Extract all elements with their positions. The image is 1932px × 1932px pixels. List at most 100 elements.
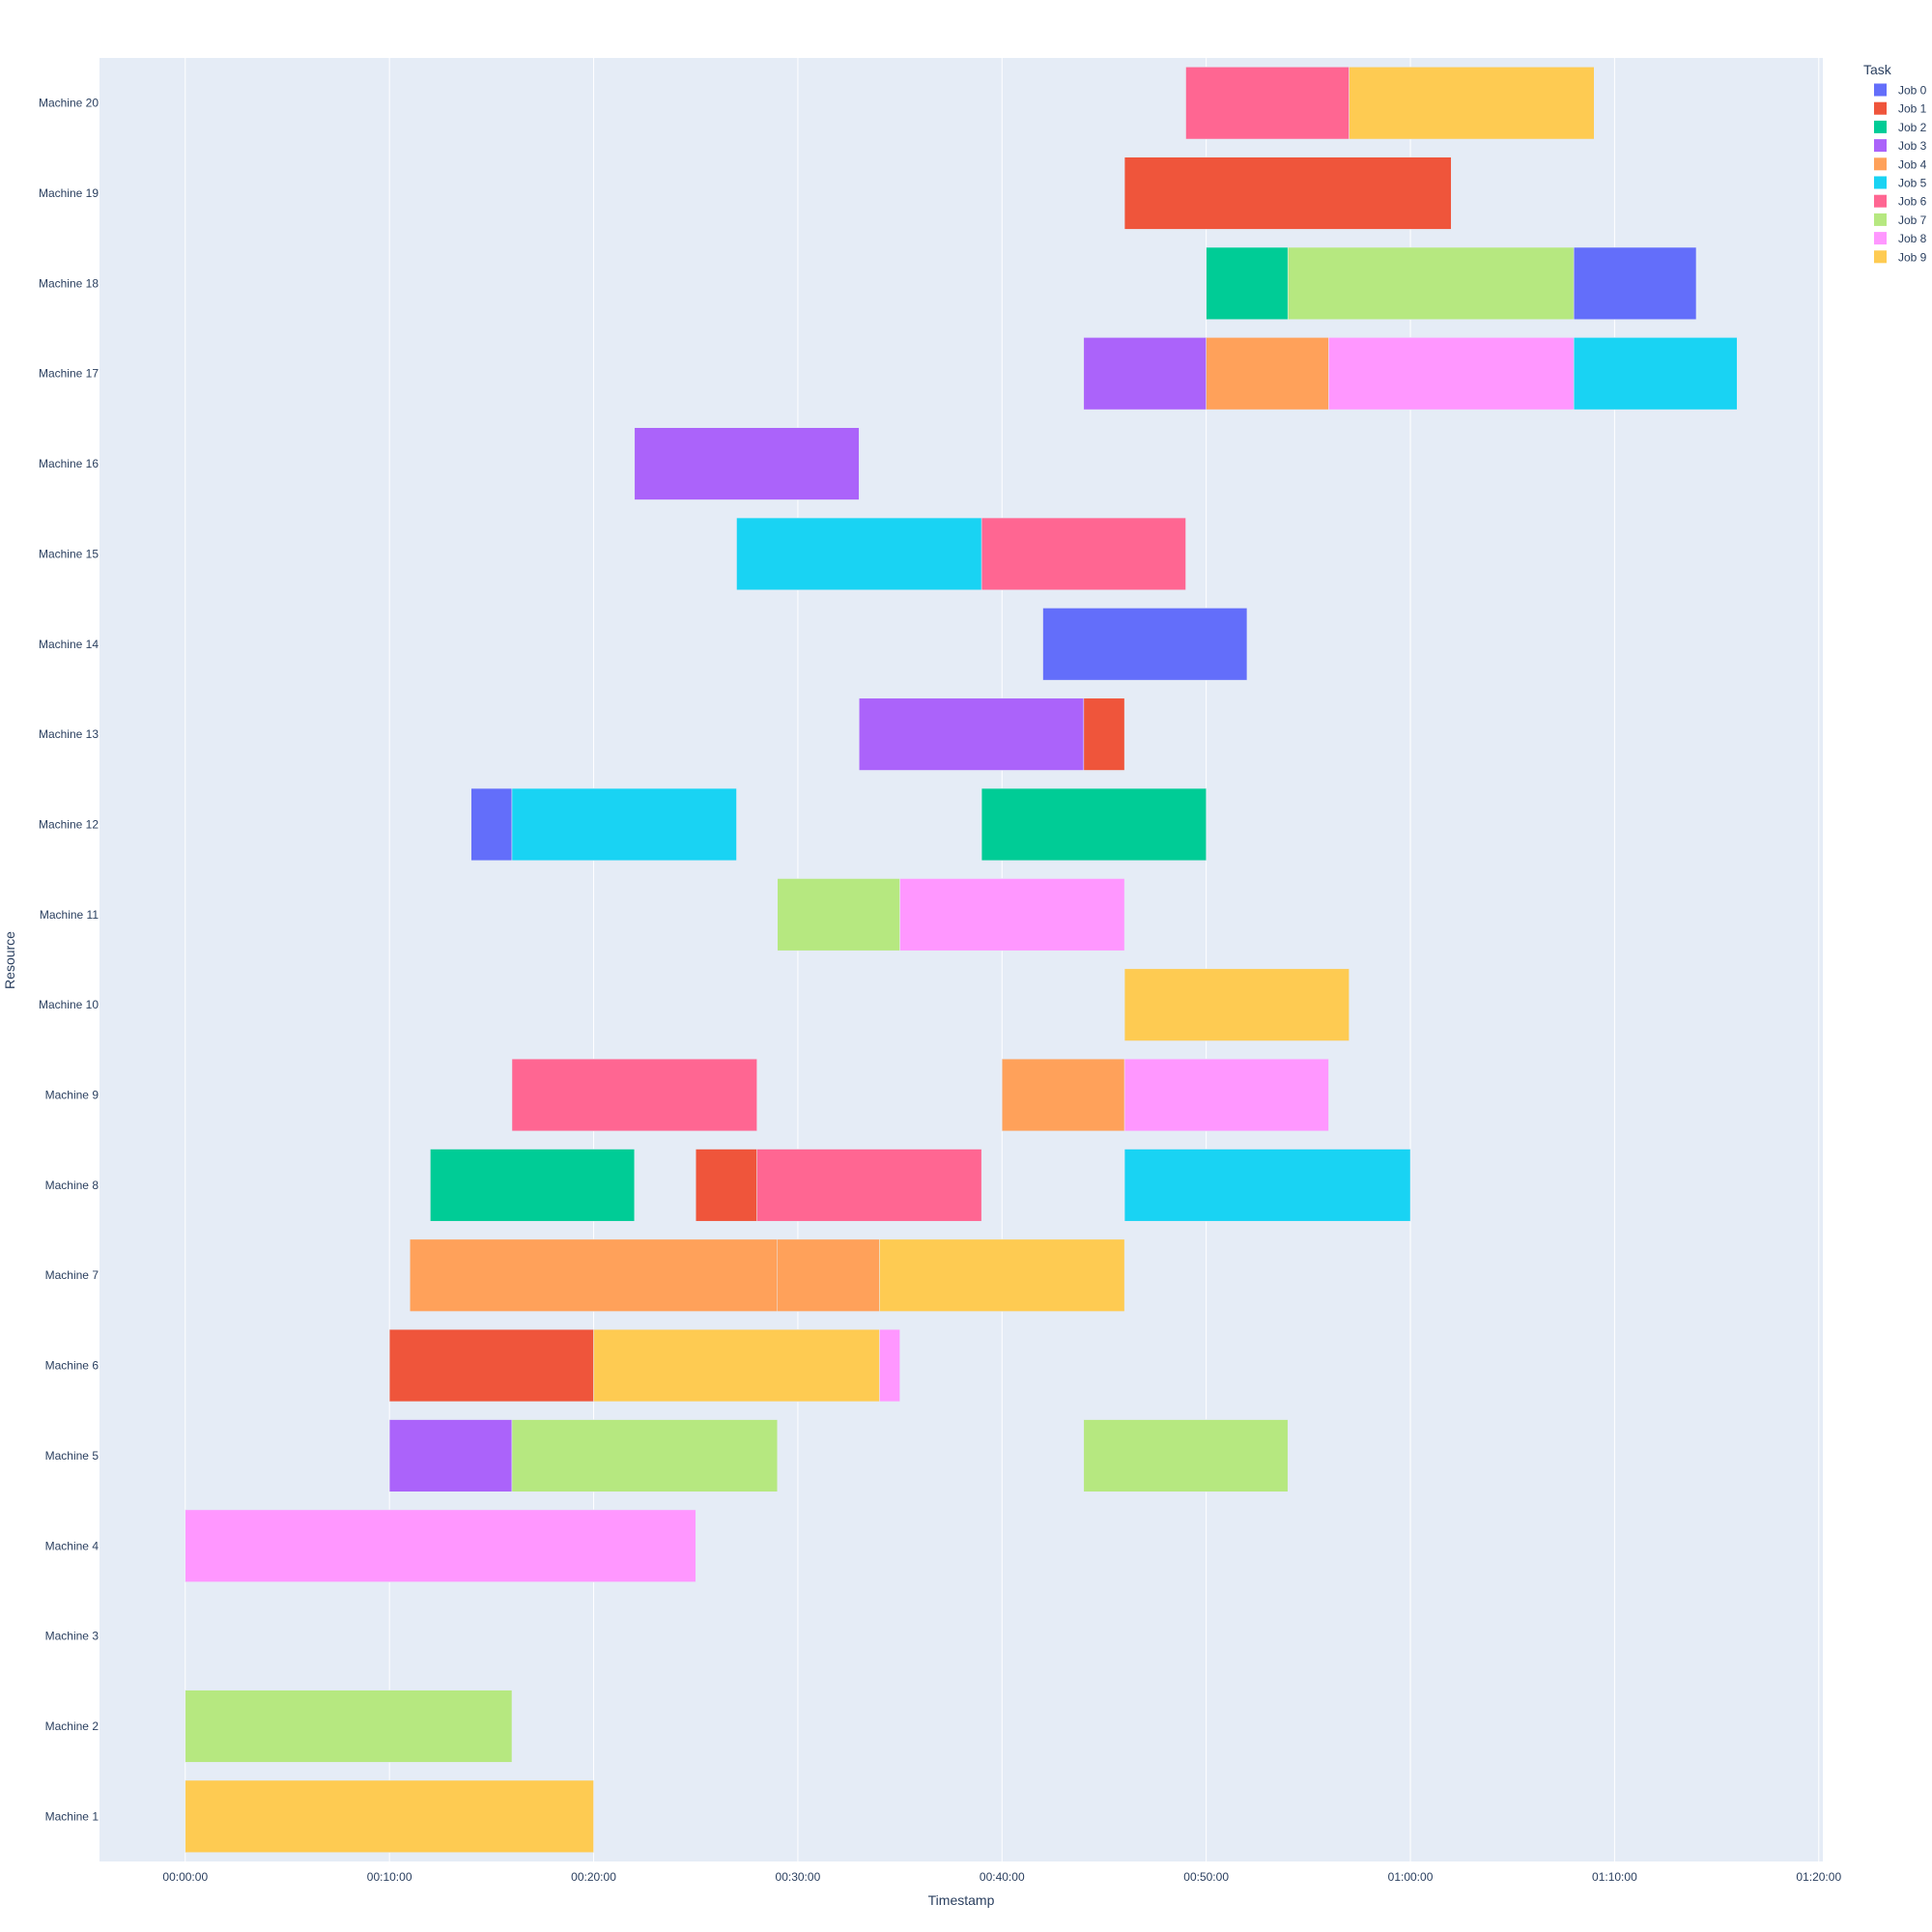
legend-swatch [1874,213,1887,226]
legend-item[interactable]: Job 5 [1874,176,1927,190]
task-bar-job-7[interactable] [1083,1419,1289,1492]
legend-item[interactable]: Job 1 [1874,101,1927,116]
task-bar-job-8[interactable] [185,1509,696,1582]
x-tick-label: 00:40:00 [980,1870,1025,1884]
legend-label: Job 2 [1898,121,1927,134]
task-bar-job-6[interactable] [511,1058,757,1132]
x-tick-label: 00:50:00 [1183,1870,1229,1884]
task-bar-job-3[interactable] [388,1419,513,1492]
plot-background [99,58,1823,1861]
legend-swatch [1874,194,1887,208]
task-bar-job-1[interactable] [695,1149,757,1222]
y-tick-label: Machine 3 [45,1630,99,1643]
y-tick-label: Machine 17 [39,367,99,381]
legend-swatch [1874,139,1887,153]
task-bar-job-5[interactable] [1123,1149,1411,1222]
legend-label: Job 5 [1898,177,1927,190]
task-bar-job-2[interactable] [980,787,1207,862]
task-bar-job-9[interactable] [185,1779,594,1853]
legend-label: Job 9 [1898,250,1927,264]
legend-label: Job 4 [1898,157,1927,171]
y-axis: Machine 20 Machine 19 Machine 18 Machine 17… [39,97,99,1824]
legend-swatch [1874,157,1887,171]
y-tick-label: Machine 1 [45,1809,99,1823]
legend-item[interactable]: Job 4 [1874,157,1927,171]
x-tick-label: 00:00:00 [162,1870,208,1884]
y-tick-label: Machine 10 [39,998,99,1011]
x-tick-label: 00:10:00 [367,1870,412,1884]
legend-swatch [1874,232,1887,245]
task-bar-job-9[interactable] [1349,67,1595,140]
task-bar-job-7[interactable] [777,878,900,952]
task-bar-job-9[interactable] [1123,968,1350,1041]
legend-label: Job 7 [1898,213,1927,227]
task-bar-job-1[interactable] [388,1328,594,1403]
y-tick-label: Machine 15 [39,547,99,560]
task-bar-job-0[interactable] [1042,608,1248,681]
task-bar-job-8[interactable] [899,878,1125,952]
legend-swatch [1874,250,1887,264]
legend-swatch [1874,83,1887,97]
legend-label: Job 8 [1898,232,1927,245]
legend: Task Job 0 Job 1 Job 2 Job 3 Job 4 Job 5 Job 6… [1863,62,1927,264]
task-bar-job-2[interactable] [430,1149,636,1222]
y-tick-label: Machine 14 [39,638,99,651]
legend-item[interactable]: Job 8 [1874,232,1927,245]
task-bar-job-0[interactable] [470,787,513,862]
y-tick-label: Machine 4 [45,1539,99,1552]
task-bar-job-0[interactable] [1573,246,1697,320]
task-bar-job-3[interactable] [1083,337,1207,411]
y-tick-label: Machine 12 [39,817,99,831]
task-bar-job-6[interactable] [980,517,1186,591]
legend-label: Job 1 [1898,102,1927,116]
y-tick-label: Machine 7 [45,1268,99,1282]
legend-swatch [1874,176,1887,189]
legend-swatch [1874,120,1887,133]
legend-item[interactable]: Job 9 [1874,250,1927,264]
task-bar-job-4[interactable] [1002,1058,1125,1132]
task-bar-job-5[interactable] [736,517,982,591]
legend-item[interactable]: Job 6 [1874,194,1927,209]
y-tick-label: Machine 16 [39,457,99,470]
legend-swatch [1874,101,1887,115]
legend-item[interactable]: Job 2 [1874,121,1927,134]
task-bar-job-6[interactable] [756,1149,982,1222]
task-bar-job-9[interactable] [593,1328,880,1403]
x-axis-title: Timestamp [928,1892,995,1908]
x-tick-label: 00:20:00 [571,1870,616,1884]
legend-item[interactable]: Job 3 [1874,139,1927,153]
task-bar-job-7[interactable] [185,1690,513,1763]
task-bar-job-3[interactable] [859,697,1085,771]
task-bar-job-7[interactable] [1287,246,1575,320]
task-bar-job-4[interactable] [410,1238,779,1312]
y-tick-label: Machine 11 [40,908,99,922]
legend-title: Task [1863,62,1892,77]
task-bar-job-3[interactable] [634,427,860,500]
y-tick-label: Machine 19 [39,186,99,200]
task-bar-job-2[interactable] [1206,246,1289,320]
legend-label: Job 3 [1898,139,1927,153]
task-bar-job-6[interactable] [1185,67,1350,140]
y-tick-label: Machine 2 [45,1719,99,1733]
legend-item[interactable]: Job 0 [1874,83,1927,98]
task-bar-job-8[interactable] [1123,1058,1329,1132]
y-tick-label: Machine 20 [39,97,99,110]
task-bar-job-5[interactable] [511,787,737,862]
task-bar-job-5[interactable] [1573,337,1738,411]
task-bar-job-9[interactable] [879,1238,1125,1312]
y-tick-label: Machine 6 [45,1359,99,1373]
task-bar-job-4[interactable] [777,1238,880,1312]
y-tick-label: Machine 8 [45,1179,99,1192]
x-tick-label: 01:10:00 [1592,1870,1637,1884]
task-bar-job-7[interactable] [511,1419,779,1492]
y-axis-title: Resource [2,931,17,989]
legend-item[interactable]: Job 7 [1874,213,1927,227]
task-bar-job-4[interactable] [1206,337,1329,411]
task-bar-job-1[interactable] [1083,697,1125,771]
task-bar-job-8[interactable] [1328,337,1575,411]
x-axis: 00:00:00 00:10:00 00:20:00 00:30:00 00:40:00… [162,1870,1841,1884]
x-tick-label: 01:00:00 [1388,1870,1434,1884]
task-bar-job-1[interactable] [1123,156,1452,230]
task-bar-job-8[interactable] [879,1328,900,1403]
y-tick-label: Machine 9 [45,1089,99,1102]
